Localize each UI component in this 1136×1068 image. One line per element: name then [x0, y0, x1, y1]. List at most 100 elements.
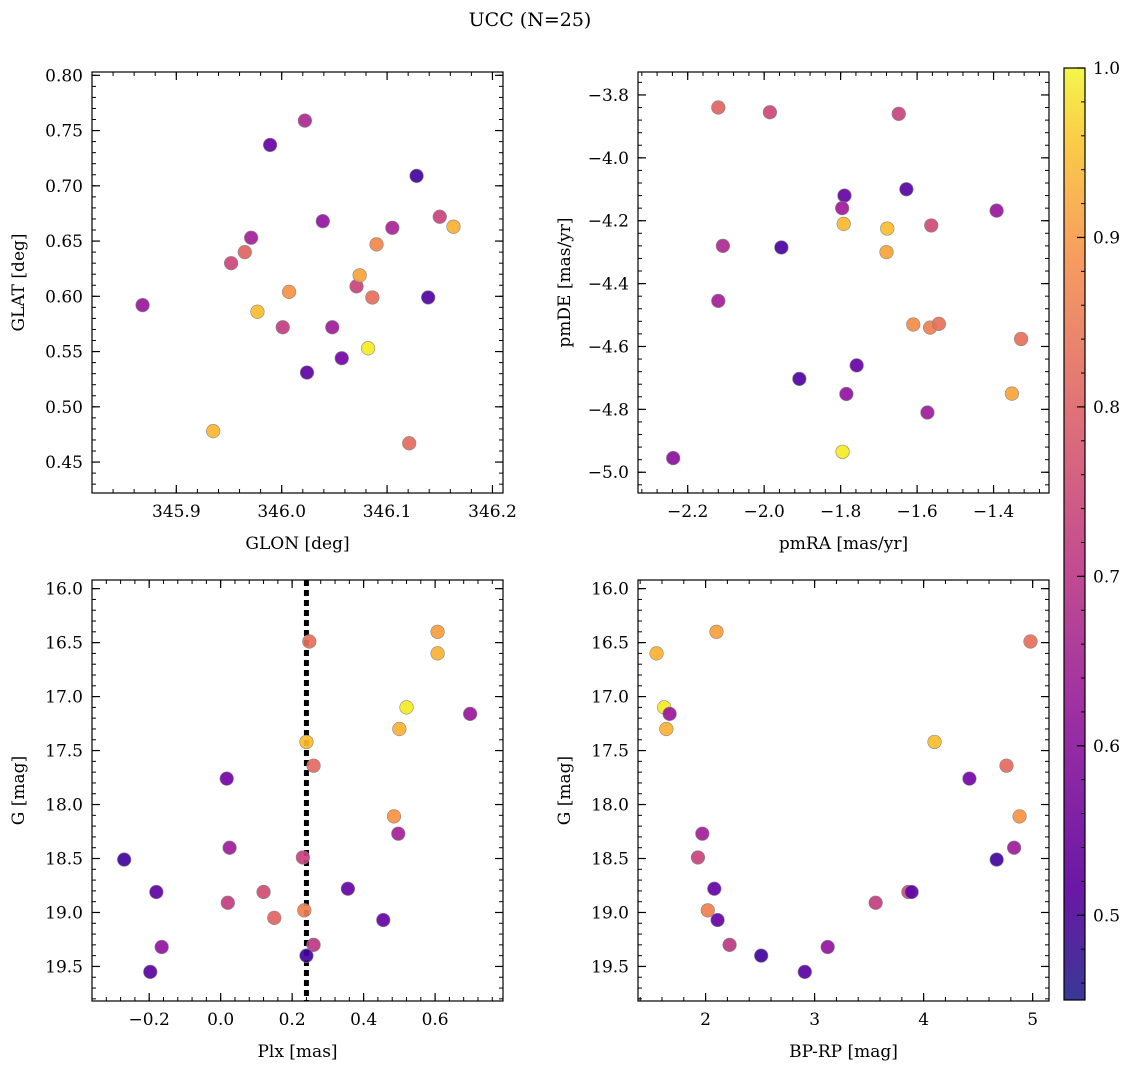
- y-tick-label: −4.0: [588, 149, 629, 169]
- data-point: [820, 939, 835, 955]
- data-point: [931, 316, 946, 331]
- data-point: [295, 850, 310, 865]
- x-tick-label: 0.2: [279, 1010, 306, 1030]
- y-tick-label: 0.70: [45, 177, 83, 197]
- data-point: [135, 298, 150, 313]
- data-point: [385, 220, 400, 235]
- y-tick-label: 0.60: [45, 287, 83, 307]
- y-axis-title: G [mag]: [555, 756, 575, 825]
- data-point: [402, 436, 417, 451]
- y-tick-label: 0.55: [45, 343, 83, 363]
- y-tick-label: 17.0: [45, 688, 83, 708]
- data-point: [880, 221, 895, 236]
- data-point: [463, 706, 478, 721]
- y-tick-label: −5.0: [588, 463, 629, 483]
- data-point: [879, 245, 894, 260]
- data-point: [224, 256, 239, 271]
- data-point: [839, 386, 854, 402]
- data-point: [250, 304, 265, 319]
- data-point: [421, 290, 436, 305]
- x-axis-title: pmRA [mas/yr]: [779, 534, 908, 554]
- data-point: [325, 320, 340, 335]
- x-tick-label: 346.1: [363, 502, 412, 522]
- plot-frame: [637, 71, 1050, 494]
- x-tick-label: −1.8: [820, 502, 861, 522]
- data-point: [297, 113, 312, 128]
- x-tick-label: 2: [700, 1010, 711, 1030]
- colorbar-gradient: [1063, 67, 1086, 1001]
- data-point: [432, 209, 447, 224]
- data-point: [392, 721, 407, 737]
- panel-bprp-g: 2 3 4 5 16.0 16.5 17.0 17.5 18.0 18.5 19.0 19.5 BP-R…: [555, 579, 1050, 1062]
- x-tick-label: 345.9: [152, 502, 201, 522]
- figure-title: UCC (N=25): [469, 9, 592, 31]
- y-tick-label: 16.0: [45, 580, 83, 600]
- data-point: [220, 895, 235, 910]
- data-point: [709, 624, 724, 639]
- data-point: [695, 826, 710, 841]
- y-tick-label: 0.45: [45, 453, 83, 473]
- y-tick-label: 17.0: [591, 688, 629, 708]
- y-axis-title: pmDE [mas/yr]: [555, 217, 575, 347]
- data-point: [722, 937, 737, 952]
- data-point: [369, 237, 384, 252]
- data-point: [143, 964, 158, 979]
- x-axis-title: BP-RP [mag]: [789, 1042, 898, 1062]
- x-tick-label: 346.2: [468, 502, 517, 522]
- data-point: [924, 218, 939, 233]
- y-tick-label: −4.8: [588, 400, 629, 420]
- data-point: [754, 948, 769, 963]
- data-point: [989, 852, 1004, 867]
- y-tick-label: 18.0: [45, 796, 83, 816]
- plot-frame: [91, 579, 504, 1002]
- x-tick-label: 3: [809, 1010, 820, 1030]
- y-tick-label: 18.0: [591, 796, 629, 816]
- data-point: [306, 937, 321, 952]
- data-point: [989, 203, 1004, 218]
- data-point: [690, 850, 706, 865]
- x-tick-label: 0.6: [422, 1010, 449, 1030]
- data-point: [1007, 840, 1022, 855]
- data-point: [391, 826, 406, 841]
- data-point: [409, 168, 424, 183]
- x-tick-label: −1.4: [973, 502, 1014, 522]
- data-point: [281, 284, 297, 299]
- data-point: [149, 884, 164, 900]
- y-tick-label: 19.5: [45, 957, 83, 977]
- data-point: [1013, 331, 1029, 347]
- colorbar-tick-label: 0.9: [1093, 228, 1120, 248]
- panel-glon-glat: 345.9 346.0 346.1 346.2 0.45 0.50 0.55 0.60 0.65…: [9, 66, 517, 554]
- data-point: [835, 201, 850, 216]
- data-point: [430, 624, 445, 639]
- data-point: [386, 809, 402, 824]
- y-tick-label: 17.5: [45, 742, 83, 762]
- data-point: [352, 268, 367, 283]
- data-point: [962, 771, 977, 786]
- data-point: [263, 137, 278, 153]
- data-point: [999, 758, 1014, 773]
- data-point: [666, 451, 681, 466]
- data-point: [222, 840, 237, 855]
- data-point: [1004, 386, 1020, 401]
- x-axis-title: GLON [deg]: [245, 534, 349, 554]
- y-tick-label: −4.2: [588, 212, 629, 232]
- data-point: [361, 341, 376, 356]
- x-tick-label: 0.4: [350, 1010, 377, 1030]
- colorbar-tick-label: 0.6: [1093, 737, 1120, 757]
- data-point: [117, 852, 132, 867]
- data-point: [244, 230, 259, 245]
- y-tick-label: −3.8: [588, 86, 629, 106]
- y-tick-label: 0.80: [45, 66, 83, 86]
- data-point: [446, 219, 461, 234]
- data-point: [256, 884, 271, 900]
- y-tick-label: 18.5: [591, 850, 629, 870]
- data-point: [700, 903, 715, 918]
- y-tick-label: 16.5: [591, 634, 629, 654]
- x-tick-label: −2.2: [667, 502, 708, 522]
- colorbar: 0.5 0.6 0.7 0.8 0.9 1.0: [1063, 59, 1120, 1001]
- colorbar-tick-label: 1.0: [1093, 59, 1120, 79]
- data-point: [659, 721, 674, 737]
- x-tick-label: −0.2: [129, 1010, 170, 1030]
- y-tick-label: 16.0: [591, 580, 629, 600]
- panels: 345.9 346.0 346.1 346.20.450.500.550.600.65…: [9, 66, 1050, 1062]
